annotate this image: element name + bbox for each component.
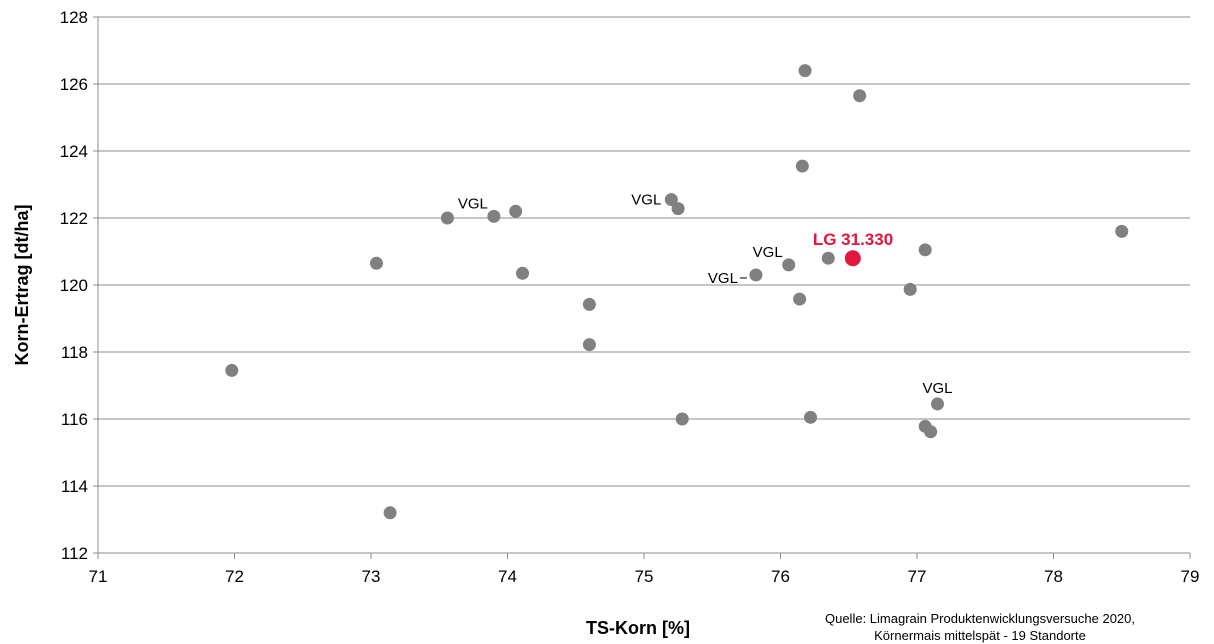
source-line-2: Körnermais mittelspät - 19 Standorte [874,628,1086,643]
data-point [903,282,917,296]
y-axis-ticks: 112 114 116 118 120 122 124 126 128 [60,8,98,563]
data-point [1115,224,1129,238]
data-point [749,268,763,282]
data-point [793,292,807,306]
grid-lines [98,16,1190,554]
data-point [918,243,932,257]
y-tick-label: 122 [60,209,88,228]
data-point [853,89,867,103]
vgl-label: VGL [458,195,488,212]
vgl-label: VGL [631,192,661,209]
y-tick-label: 118 [61,343,88,362]
x-tick-label: 78 [1044,567,1063,586]
data-point [582,338,596,352]
y-tick-label: 112 [61,544,88,563]
data-point [225,363,239,377]
y-tick-label: 120 [60,276,88,295]
x-tick-label: 77 [908,567,927,586]
x-axis-ticks: 71 72 73 74 75 76 77 78 79 [89,553,1200,586]
data-point [671,202,685,216]
y-tick-label: 128 [60,8,88,27]
x-tick-label: 73 [362,567,381,586]
x-tick-label: 79 [1181,567,1200,586]
vgl-label: VGL [922,380,952,397]
x-tick-label: 72 [225,567,244,586]
source-note: Quelle: Limagrain Produktenwicklungsvers… [760,610,1200,644]
y-tick-label: 116 [61,410,88,429]
y-axis-title: Korn-Ertrag [dt/ha] [12,205,32,366]
data-point [798,64,812,78]
data-point [795,159,809,173]
y-tick-label: 114 [61,477,88,496]
annotations: LG 31.330 VGL VGL VGL VGL VGL [458,192,953,397]
data-point [516,266,530,280]
data-point [369,256,383,270]
data-point [509,204,523,218]
data-point [821,251,835,265]
vgl-label: VGL [753,244,783,261]
data-points [225,64,1129,520]
data-point [675,412,689,426]
data-point [924,425,938,439]
data-point [582,297,596,311]
data-point [782,258,796,272]
data-point [930,397,944,411]
x-axis-title: TS-Korn [%] [586,618,690,638]
data-point [383,506,397,520]
x-tick-label: 76 [771,567,790,586]
x-tick-label: 75 [635,567,654,586]
data-point [804,410,818,424]
data-point [487,209,501,223]
x-tick-label: 71 [89,567,108,586]
highlight-label: LG 31.330 [813,230,893,249]
data-point [440,211,454,225]
data-point [664,193,678,207]
x-tick-label: 74 [498,567,517,586]
vgl-label: VGL [708,270,738,287]
source-line-1: Quelle: Limagrain Produktenwicklungsvers… [824,611,1135,626]
y-tick-label: 126 [60,75,88,94]
highlight-point [844,250,861,267]
y-tick-label: 124 [60,142,88,161]
